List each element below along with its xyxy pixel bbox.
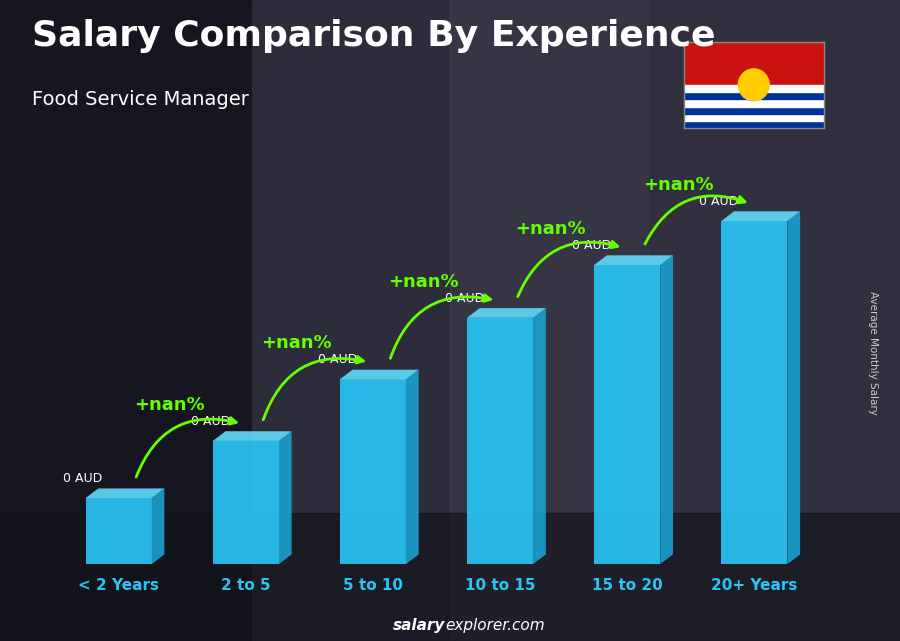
Polygon shape — [594, 255, 673, 265]
Bar — [684, 42, 824, 85]
Polygon shape — [721, 212, 800, 221]
Bar — [684, 99, 824, 106]
Text: explorer.com: explorer.com — [446, 619, 545, 633]
Text: Salary Comparison By Experience: Salary Comparison By Experience — [32, 19, 715, 53]
Circle shape — [738, 69, 770, 101]
Polygon shape — [212, 441, 279, 564]
Text: 0 AUD: 0 AUD — [699, 195, 738, 208]
Bar — [684, 92, 824, 99]
Text: 0 AUD: 0 AUD — [445, 292, 484, 304]
Text: 0 AUD: 0 AUD — [63, 472, 103, 485]
Polygon shape — [788, 212, 800, 564]
Polygon shape — [279, 431, 292, 564]
Polygon shape — [467, 318, 533, 564]
Polygon shape — [721, 221, 788, 564]
Polygon shape — [212, 431, 292, 441]
Polygon shape — [467, 308, 545, 318]
Polygon shape — [86, 498, 152, 564]
Text: +nan%: +nan% — [389, 272, 459, 291]
Polygon shape — [406, 370, 419, 564]
Polygon shape — [340, 370, 418, 379]
Text: 0 AUD: 0 AUD — [191, 415, 230, 428]
Polygon shape — [661, 255, 673, 564]
Bar — [684, 85, 824, 92]
Text: +nan%: +nan% — [516, 220, 586, 238]
Text: 0 AUD: 0 AUD — [318, 353, 357, 366]
Text: +nan%: +nan% — [134, 396, 205, 414]
Polygon shape — [533, 308, 545, 564]
Text: Food Service Manager: Food Service Manager — [32, 90, 248, 109]
Text: 0 AUD: 0 AUD — [572, 239, 611, 252]
Text: +nan%: +nan% — [261, 335, 332, 353]
Polygon shape — [340, 379, 406, 564]
Polygon shape — [738, 69, 770, 85]
Bar — [684, 121, 824, 128]
Bar — [684, 114, 824, 121]
Polygon shape — [594, 265, 661, 564]
Text: salary: salary — [393, 619, 446, 633]
Text: +nan%: +nan% — [643, 176, 714, 194]
Bar — [684, 106, 824, 113]
Polygon shape — [86, 488, 165, 498]
Text: Average Monthly Salary: Average Monthly Salary — [868, 290, 878, 415]
Polygon shape — [152, 488, 165, 564]
